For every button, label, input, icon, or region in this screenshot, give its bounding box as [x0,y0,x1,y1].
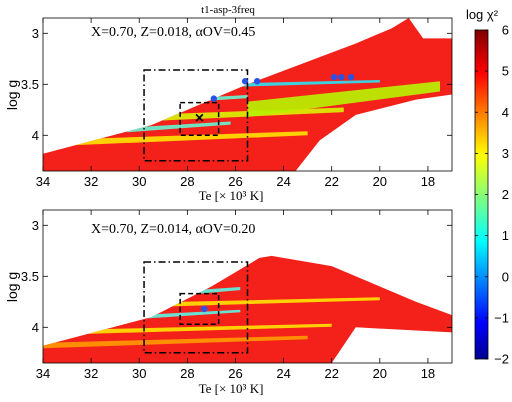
bottom-plot-frame [42,209,453,364]
x-tick-label: 32 [84,366,98,381]
colorbar-tick-label: 4 [502,105,509,120]
y-tick-label: 3.5 [21,77,39,92]
colorbar: 6 5 4 3 2 1 0 −1 −2 log χ² [466,7,509,367]
x-tick-label: 30 [132,174,146,189]
best-fit-point [241,78,249,85]
y-tick-label: 4 [32,128,39,143]
top-plot-frame [42,17,453,172]
model-grid-region [43,18,452,171]
bottom-panel: 34 32 30 28 26 24 22 20 18 3 3.5 4 X=0.70, Z=0.014,… [4,209,453,396]
outer-error-box [143,261,249,354]
outer-error-box [143,69,249,162]
chi2-band [115,297,380,308]
chi2-band [247,81,440,117]
best-fit-point [338,73,345,81]
best-fit-point [200,305,208,313]
x-tick-label: 18 [421,366,435,381]
top-x-axis-label: Te [× 10³ K] [199,188,264,203]
colorbar-tick-label: −2 [494,352,509,367]
colorbar-tick-label: 2 [502,187,509,202]
colorbar-tick-label: 1 [502,228,509,243]
observed-star-marker: × [195,110,204,127]
x-tick-label: 34 [36,366,50,381]
x-tick-label: 20 [373,174,387,189]
x-tick-label: 30 [132,366,146,381]
colorbar-label: log χ² [466,7,499,22]
top-annotation: X=0.70, Z=0.018, αOV=0.45 [91,25,255,40]
inner-error-box [179,292,220,325]
chart-title: t1-asp-3freq [201,4,255,16]
x-tick-label: 24 [276,366,290,381]
x-tick-label: 28 [180,366,194,381]
colorbar-tick-label: 3 [502,146,509,161]
x-tick-label: 22 [324,174,338,189]
bottom-x-axis-label: Te [× 10³ K] [199,381,264,396]
x-tick-label: 26 [228,366,242,381]
inner-error-box [179,101,220,137]
top-y-axis-label: log g [4,80,20,110]
chi2-band [43,335,308,349]
chi2-band [144,309,241,319]
x-tick-label: 18 [421,174,435,189]
colorbar-tick-label: 0 [502,269,509,284]
best-fit-point [330,73,338,81]
x-tick-label: 26 [228,174,242,189]
y-tick-label: 3 [32,26,39,41]
chi2-band [67,323,332,335]
best-fit-point [210,95,218,102]
x-tick-label: 34 [36,174,50,189]
x-tick-label: 22 [324,366,338,381]
colorbar-tick-label: 6 [502,23,509,38]
bottom-y-axis-label: log g [4,272,20,302]
best-fit-point [253,78,261,85]
y-tick-label: 3.5 [21,269,39,284]
best-fit-point [347,73,355,81]
top-panel: × 34 32 30 28 26 24 22 20 18 3 3.5 4 X=0.70, Z=0.01… [4,17,453,203]
colorbar-tick-label: −1 [494,310,509,325]
x-tick-label: 32 [84,174,98,189]
y-tick-label: 3 [32,218,39,233]
colorbar-tick-label: 5 [502,64,509,79]
x-tick-label: 28 [180,174,194,189]
y-tick-label: 4 [32,320,39,335]
chi2-band [67,131,308,146]
x-tick-label: 20 [373,366,387,381]
bottom-annotation: X=0.70, Z=0.014, αOV=0.20 [91,222,255,237]
chi2-band [127,121,231,133]
x-tick-label: 24 [276,174,290,189]
